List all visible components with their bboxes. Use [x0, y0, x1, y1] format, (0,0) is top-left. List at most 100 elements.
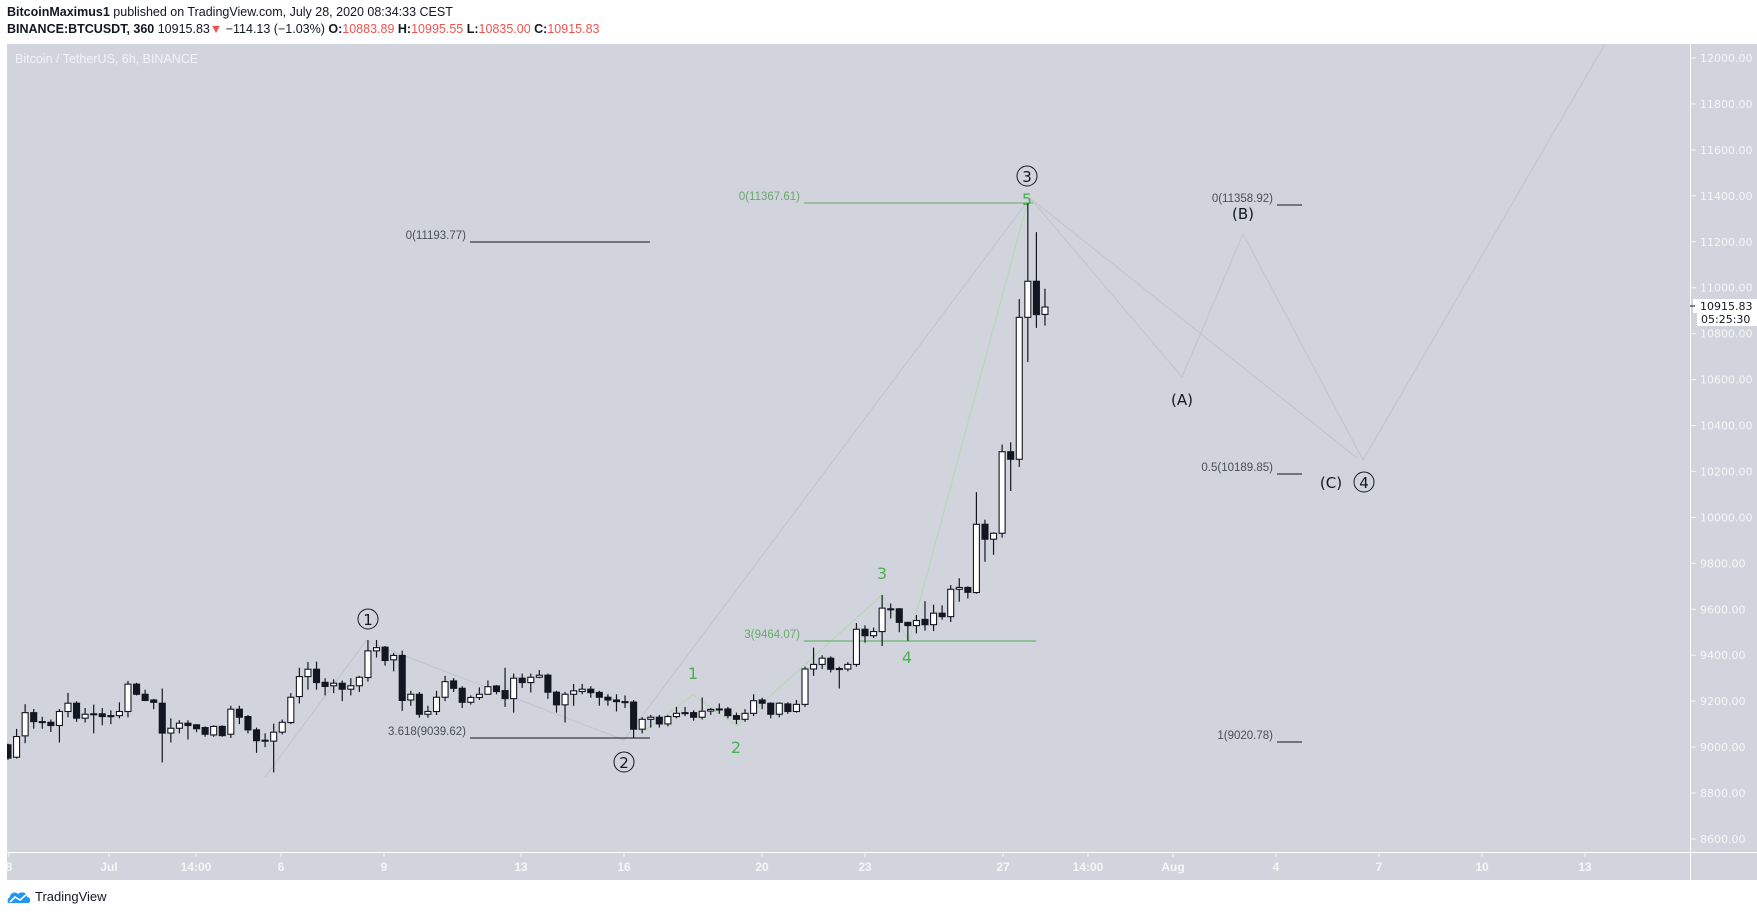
candle — [424, 705, 432, 718]
candle-body — [261, 739, 269, 742]
chart-panel[interactable]: 0(11193.77) 3.618(9039.62) 0(11367.61) 3… — [7, 44, 1757, 880]
candle-body — [912, 619, 920, 627]
chart-title: Bitcoin / TetherUS, 6h, BINANCE — [15, 52, 199, 66]
candle — [458, 686, 466, 709]
candle — [724, 706, 732, 719]
candle — [930, 604, 938, 632]
candle-body — [715, 708, 723, 711]
candle-body — [732, 715, 741, 720]
candle — [621, 695, 629, 709]
price-tick-label: 9000.00 — [1700, 741, 1746, 754]
chart-canvas[interactable]: 0(11193.77) 3.618(9039.62) 0(11367.61) 3… — [7, 44, 1757, 880]
author-name[interactable]: BitcoinMaximus1 — [7, 5, 110, 19]
candle-body — [432, 696, 441, 713]
time-tick-label: 9 — [381, 860, 388, 874]
candle-body — [124, 683, 132, 713]
price-tick-label: 9400.00 — [1700, 649, 1746, 662]
bar-countdown: 05:25:30 — [1701, 313, 1750, 326]
subwave-5-label: 5 — [1022, 190, 1032, 209]
candle-body — [252, 729, 261, 742]
candle-body — [570, 690, 578, 695]
candle — [827, 656, 835, 673]
candle — [432, 690, 441, 715]
candle-body — [13, 735, 21, 758]
open-label: O: — [328, 22, 343, 36]
candle-body — [415, 693, 423, 715]
candle-body — [827, 657, 835, 670]
candle — [655, 714, 663, 728]
candle — [887, 603, 895, 619]
candle — [55, 708, 63, 743]
candle-body — [852, 628, 860, 665]
candle — [647, 714, 655, 728]
candle — [955, 578, 963, 602]
price-tick-label: 8600.00 — [1700, 833, 1746, 846]
candle-body — [767, 702, 775, 715]
price-tick-label: 10800.00 — [1700, 328, 1753, 341]
candle — [715, 703, 723, 714]
candle-body — [810, 663, 818, 670]
candle — [38, 716, 46, 729]
price-tick-label: 11600.00 — [1700, 144, 1753, 157]
candle — [501, 667, 509, 707]
publish-text: published on TradingView.com, July 28, 2… — [113, 5, 453, 19]
candle — [690, 710, 698, 721]
candle-body — [552, 691, 561, 706]
candle-body — [518, 677, 526, 684]
current-price-label: 10915.83 — [1700, 300, 1753, 313]
low-label: L: — [466, 22, 479, 36]
primary-wave-line — [264, 44, 1606, 778]
candle — [552, 690, 561, 713]
candle-body — [750, 700, 758, 714]
candle — [338, 680, 346, 702]
candle — [921, 601, 929, 631]
candle-body — [681, 712, 689, 715]
candle — [381, 646, 389, 666]
candle — [278, 719, 286, 735]
candle-body — [278, 721, 286, 733]
candle — [364, 640, 372, 682]
candle-body — [167, 727, 175, 734]
time-axis[interactable]: 8 Jul 14:00 6 9 13 16 20 23 27 14:00 Aug 4 7 10 13 — [7, 853, 1592, 874]
candle-body — [612, 699, 621, 703]
candle — [115, 702, 123, 719]
candle — [252, 727, 261, 753]
candle-body — [578, 688, 586, 693]
candle-body — [244, 715, 252, 731]
candle — [81, 708, 89, 723]
candle — [1007, 442, 1015, 491]
candle — [587, 686, 595, 698]
candle — [227, 705, 235, 738]
candle — [638, 717, 646, 734]
price-tick-label: 10200.00 — [1700, 465, 1753, 478]
time-tick-label: 27 — [996, 860, 1010, 874]
candle-body — [621, 701, 629, 704]
candle-body — [450, 680, 458, 689]
wave-overlay: 0(11193.77) 3.618(9039.62) 0(11367.61) 3… — [264, 44, 1606, 778]
candle — [681, 706, 689, 717]
candle-body — [218, 725, 226, 737]
price-axis[interactable]: 12000.00 11800.00 11600.00 11400.00 11200.00… — [1691, 52, 1753, 846]
candle-body — [1024, 280, 1032, 318]
candle-body — [475, 693, 483, 699]
candle-body — [38, 721, 46, 724]
candle-body — [792, 703, 800, 713]
wave-a-label: (A) — [1171, 391, 1193, 409]
subwave-4-label: 4 — [902, 648, 912, 667]
candle-body — [630, 701, 638, 730]
subwave-2-label: 2 — [731, 738, 741, 757]
candle — [124, 680, 132, 718]
candle-body — [321, 681, 329, 688]
candle-body — [192, 724, 201, 730]
candle-body — [21, 712, 29, 737]
candle-body — [998, 451, 1006, 534]
price-tick-label: 11400.00 — [1700, 190, 1753, 203]
candle-body — [844, 663, 852, 670]
candle-body — [904, 621, 912, 627]
candle — [321, 678, 329, 696]
candle-body — [47, 721, 55, 727]
footer-brand[interactable]: TradingView — [7, 889, 107, 904]
candle-body — [1032, 280, 1040, 316]
wave-2-label: 2 — [619, 754, 629, 772]
candle-body — [964, 586, 972, 593]
